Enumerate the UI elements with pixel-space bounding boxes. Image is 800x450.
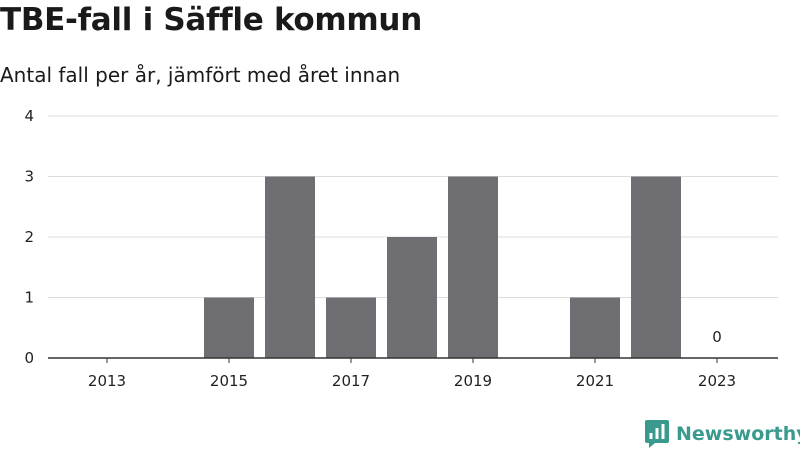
bar	[631, 176, 681, 358]
bar	[204, 297, 254, 358]
brand-logo: Newsworthy	[644, 419, 800, 449]
x-tick-label: 2023	[698, 372, 736, 390]
y-tick-label: 4	[24, 107, 34, 125]
bar	[387, 237, 437, 358]
bar	[326, 297, 376, 358]
x-tick-label: 2019	[454, 372, 492, 390]
chart-subtitle: Antal fall per år, jämfört med året inna…	[0, 63, 401, 87]
bar-chart-speech-bubble-icon	[645, 420, 669, 448]
x-tick-label: 2021	[576, 372, 614, 390]
bar	[265, 176, 315, 358]
brand-name: Newsworthy	[676, 423, 800, 445]
bar	[570, 297, 620, 358]
y-tick-label: 3	[24, 168, 34, 186]
x-tick-label: 2015	[210, 372, 248, 390]
y-tick-label: 1	[24, 289, 34, 307]
chart-title: TBE-fall i Säffle kommun	[0, 2, 422, 38]
bar	[448, 176, 498, 358]
y-tick-label: 2	[24, 228, 34, 246]
x-tick-label: 2013	[88, 372, 126, 390]
data-label: 0	[712, 328, 722, 346]
y-tick-label: 0	[24, 349, 34, 367]
x-tick-label: 2017	[332, 372, 370, 390]
